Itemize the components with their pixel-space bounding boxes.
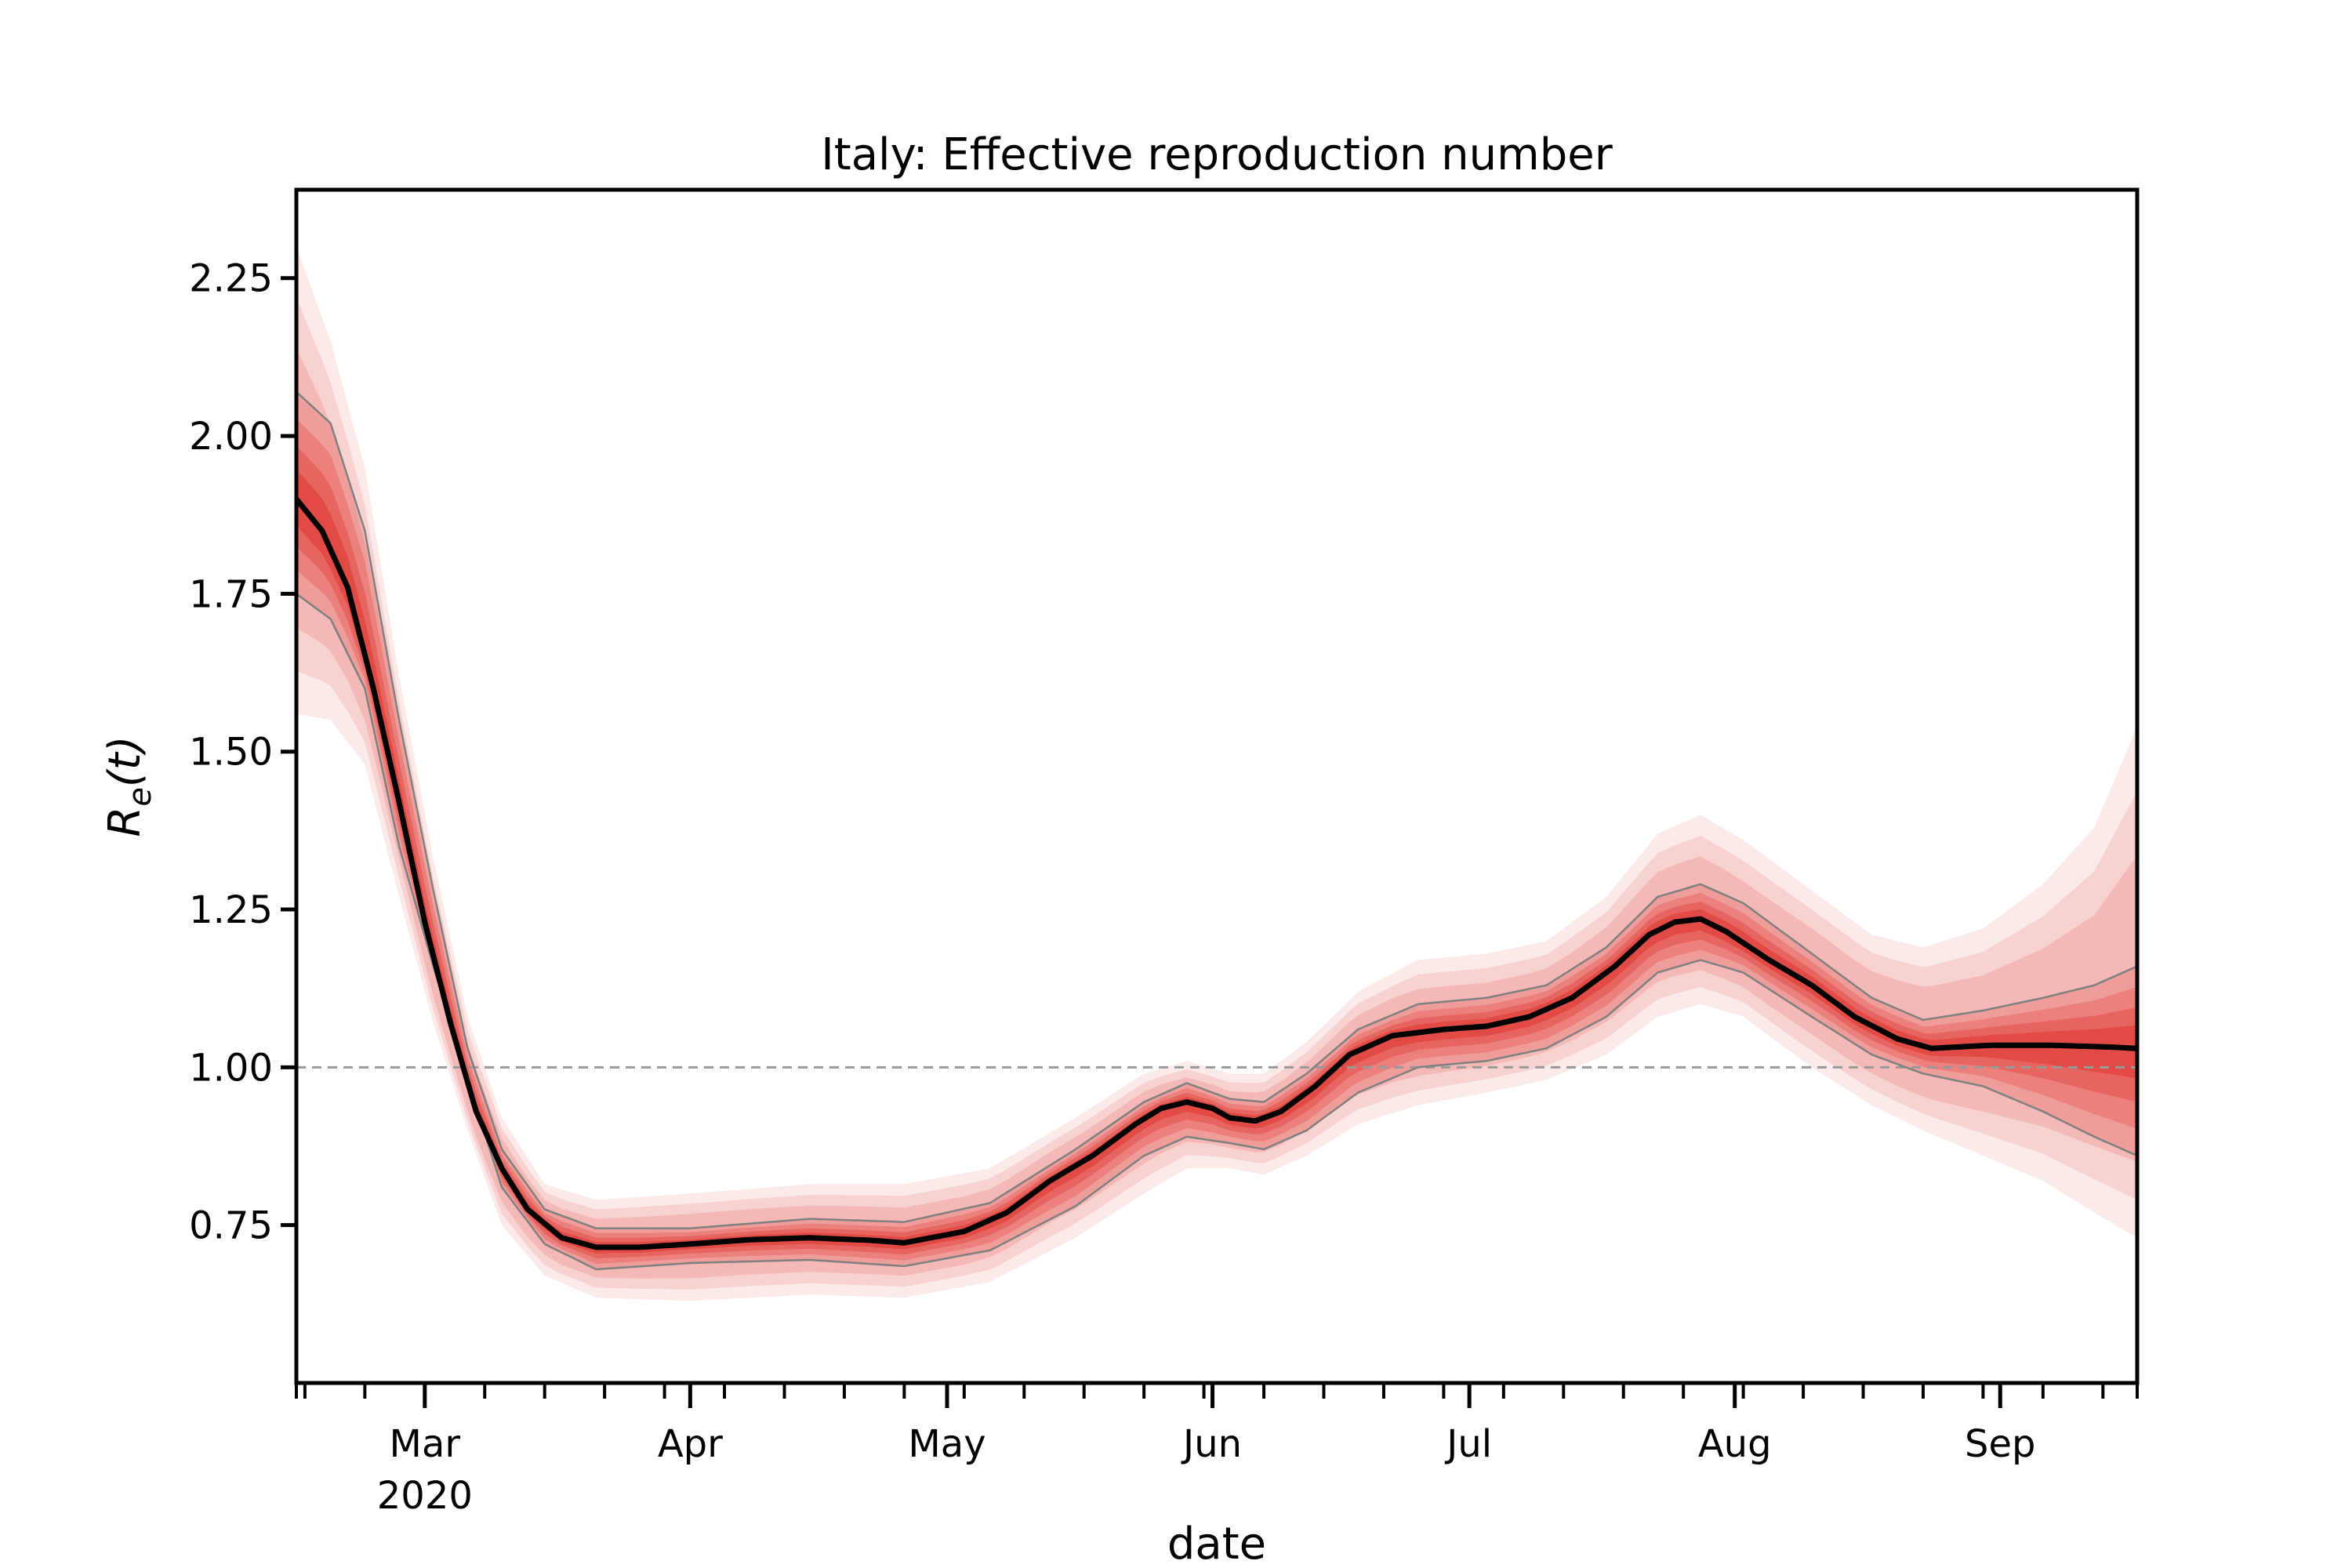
x-tick-label: Jun — [1181, 1422, 1242, 1466]
band-layer-0 — [296, 246, 2137, 1301]
x-axis-label: date — [1167, 1519, 1266, 1568]
x-tick-label: Apr — [658, 1422, 723, 1466]
y-tick-label: 2.00 — [189, 415, 273, 459]
y-axis-label-sub: e — [122, 787, 158, 807]
y-axis: 0.75 1.00 1.25 1.50 1.75 2.00 2.25 — [189, 257, 296, 1248]
y-tick-label: 1.75 — [189, 572, 273, 616]
y-tick-label: 1.50 — [189, 731, 273, 775]
x-tick-label: Jul — [1444, 1422, 1492, 1466]
x-tick-label: May — [908, 1422, 985, 1466]
y-axis-label-main: R — [100, 807, 151, 837]
x-tick-sublabel: 2020 — [377, 1474, 473, 1518]
y-axis-label: Re(t) — [100, 735, 158, 837]
y-tick-label: 0.75 — [189, 1204, 273, 1248]
band-layer-1 — [296, 296, 2137, 1290]
interval-upper-line — [296, 390, 2137, 1229]
band-layer-2 — [296, 347, 2137, 1279]
x-axis: Mar 2020 Apr May Jun Jul Aug Sep — [295, 1383, 2139, 1518]
y-tick-label: 2.25 — [189, 257, 273, 301]
x-tick-label: Sep — [1965, 1422, 2035, 1466]
plot-frame — [294, 187, 2140, 1385]
plot-area — [296, 246, 2137, 1301]
chart-title: Italy: Effective reproduction number — [821, 129, 1613, 180]
x-tick-label: Aug — [1698, 1422, 1772, 1466]
median-line — [296, 497, 2137, 1250]
y-tick-label: 1.00 — [189, 1046, 273, 1090]
y-tick-label: 1.25 — [189, 888, 273, 932]
interval-lower-line — [296, 593, 2137, 1271]
y-axis-label-arg: (t) — [100, 735, 151, 787]
x-tick-label: Mar — [390, 1422, 461, 1466]
